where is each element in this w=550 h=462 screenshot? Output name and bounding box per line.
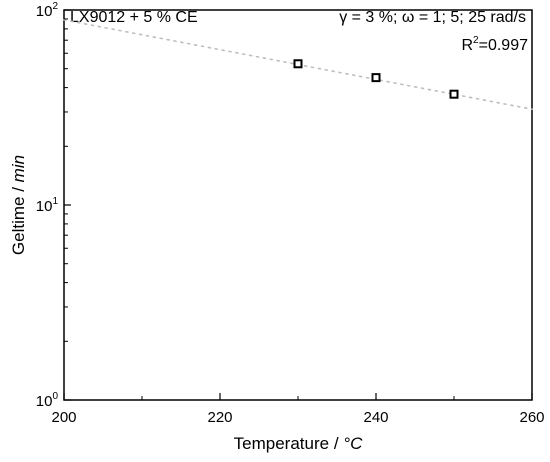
y-axis-label-unit: min — [9, 155, 28, 182]
chart-title-right: γ = 3 %; ω = 1; 5; 25 rad/s — [339, 9, 526, 26]
r2-exponent: 2 — [473, 35, 479, 46]
points-layer — [293, 59, 459, 99]
chart-title-left: LX9012 + 5 % CE — [70, 9, 198, 26]
y-tick-label: 102 — [36, 1, 59, 20]
data-point — [293, 59, 303, 69]
y-axis-label: Geltime / min — [9, 155, 28, 255]
r2-annotation: R2=0.997 — [461, 35, 528, 54]
x-tick-label: 220 — [207, 409, 232, 426]
x-tick-label: 260 — [519, 409, 544, 426]
data-point — [449, 89, 459, 99]
r2-value: =0.997 — [479, 37, 528, 54]
y-tick-label: 101 — [36, 196, 59, 215]
ticks-layer: 200 220 240 260 100 101 102 — [36, 1, 545, 426]
y-tick-label: 100 — [36, 391, 59, 410]
x-axis-label-text: Temperature / — [234, 434, 344, 453]
x-tick-label: 200 — [51, 409, 76, 426]
x-axis-label: Temperature / °C — [234, 434, 363, 453]
plot-frame — [63, 9, 533, 401]
data-point — [371, 73, 381, 83]
x-tick-label: 240 — [363, 409, 388, 426]
x-axis-label-unit: °C — [343, 434, 363, 453]
r2-label: R — [461, 37, 473, 54]
y-axis-label-text: Geltime / — [9, 182, 28, 255]
